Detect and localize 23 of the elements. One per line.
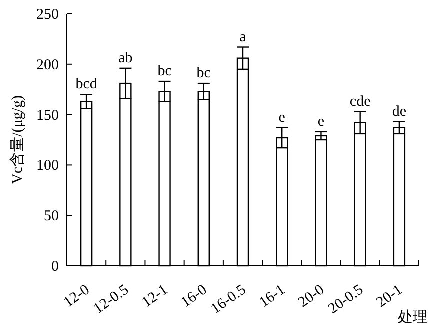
y-tick-label: 0 (52, 259, 59, 275)
x-axis-title: 处理 (398, 309, 428, 326)
y-tick-label: 200 (36, 57, 59, 74)
annotation: bcd (76, 76, 98, 93)
x-tick-label: 12-1 (139, 282, 172, 312)
annotation: e (318, 114, 325, 130)
y-axis-title: Vc含量/(μg/g) (9, 96, 26, 184)
x-tick-label: 16-1 (256, 282, 288, 312)
annotation: a (240, 29, 247, 46)
annotation: bc (196, 66, 212, 82)
y-tick-label: 100 (36, 158, 59, 174)
y-tick-label: 50 (44, 208, 59, 225)
y-tick-label: 150 (36, 108, 59, 124)
annotation: e (278, 110, 286, 126)
annotation: ab (118, 50, 133, 66)
x-tick-label: 20-1 (374, 282, 406, 312)
x-tick-label: 12-0 (61, 282, 93, 312)
x-tick-label: 20-0 (296, 282, 328, 312)
x-tick-label: 16-0 (178, 282, 210, 312)
annotation: bc (158, 64, 172, 80)
y-tick-label: 250 (36, 7, 59, 23)
annotation: cde (350, 94, 372, 110)
annotation: de (392, 104, 407, 120)
